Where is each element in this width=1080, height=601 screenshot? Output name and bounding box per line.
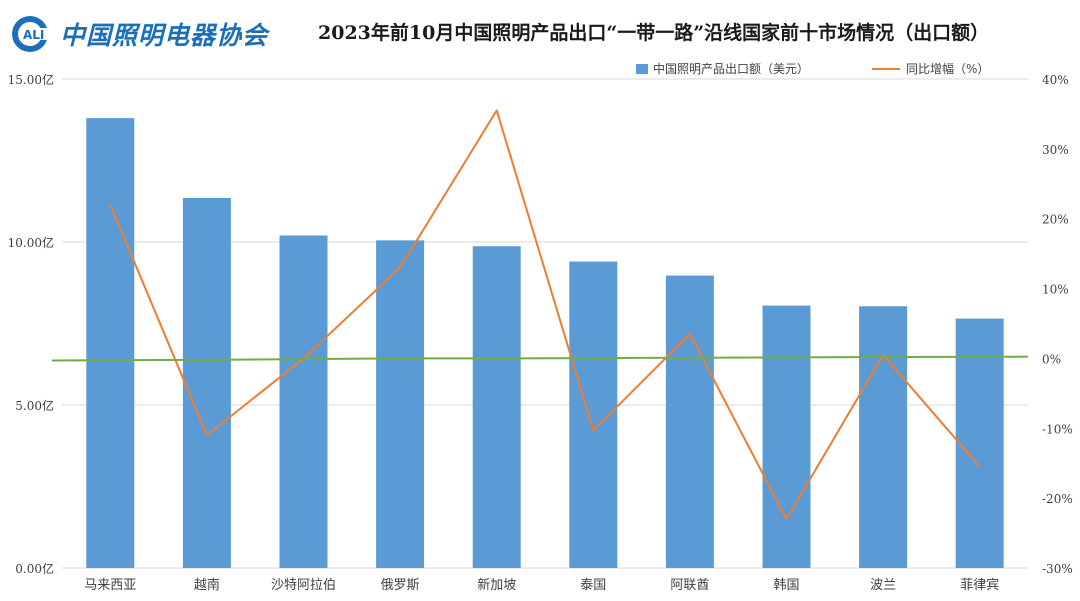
right-axis-tick-label: 40% [1042,73,1069,87]
bar-series [86,118,1004,569]
right-axis-tick-label: 30% [1042,143,1069,157]
growth-line [109,109,981,521]
line-series [51,109,1029,521]
legend-bar-swatch [636,64,648,74]
bar [859,306,908,568]
right-axis-tick-label: -10% [1042,422,1073,436]
category-label: 越南 [194,577,220,593]
left-axis-tick-label: 10.00亿 [8,235,54,250]
category-label: 阿联酋 [670,577,709,593]
category-label: 沙特阿拉伯 [271,578,336,593]
category-label: 菲律宾 [960,577,999,593]
right-axis-tick-label: -20% [1042,492,1073,506]
logo-letters: ALI [23,28,44,42]
category-label: 韩国 [773,578,799,593]
axis-labels: 0.00亿 5.00亿 10.00亿 15.00亿 -30% -20% -10% 0% 10% 2… [8,72,1073,593]
bar [762,305,811,568]
bar [279,235,328,569]
category-label: 俄罗斯 [381,578,420,593]
right-axis-tick-label: 10% [1042,283,1069,297]
right-axis-tick-label: -30% [1042,562,1073,576]
left-axis-tick-label: 5.00亿 [15,398,54,413]
bar [376,240,425,568]
category-label: 波兰 [870,578,896,593]
bar [86,118,135,569]
bar [665,275,714,568]
baseline-line [51,355,1029,362]
category-label: 新加坡 [477,577,516,593]
left-axis-tick-label: 15.00亿 [8,72,54,87]
header: ALI 中国照明电器协会 2023年前10月中国照明产品出口“一带一路”沿线国家… [0,0,1080,66]
category-label: 泰国 [580,578,606,593]
category-label: 马来西亚 [84,578,136,593]
left-axis-tick-label: 0.00亿 [15,561,54,576]
bar [472,246,521,568]
chart-title: 2023年前10月中国照明产品出口“一带一路”沿线国家前十市场情况（出口额） [318,22,990,44]
right-axis-tick-label: 20% [1042,213,1069,227]
bar [955,318,1004,568]
right-axis-tick-label: 0% [1042,352,1061,366]
bar [182,197,231,569]
cali-logo-icon: ALI [12,16,50,52]
logo-text: 中国照明电器协会 [60,21,269,50]
legend: 中国照明产品出口额（美元） 同比增幅（%） [636,61,989,76]
legend-bar-label: 中国照明产品出口额（美元） [653,61,809,76]
legend-line-label: 同比增幅（%） [906,61,989,76]
